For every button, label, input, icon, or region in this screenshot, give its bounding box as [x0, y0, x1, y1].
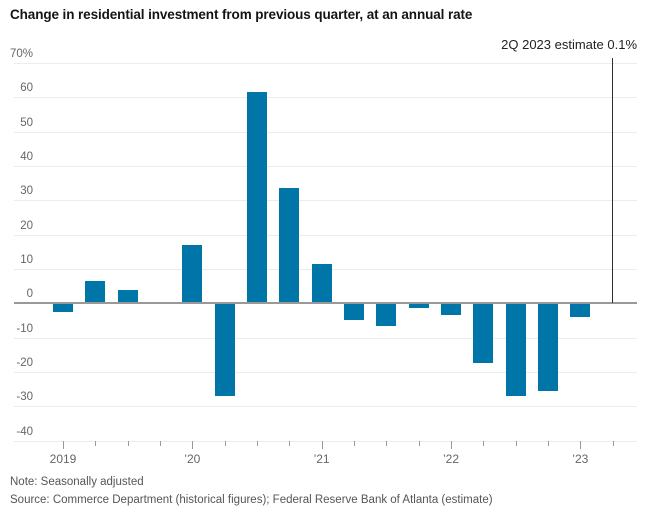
gridline — [14, 337, 637, 339]
bar — [247, 92, 267, 304]
bar — [344, 303, 364, 321]
x-axis-tick — [192, 441, 194, 449]
bar — [441, 303, 461, 316]
bar — [473, 303, 494, 364]
bar — [214, 303, 235, 397]
x-axis-tick — [160, 441, 161, 446]
gridline — [14, 97, 637, 99]
estimate-marker-line — [611, 58, 614, 304]
x-year-label: 2019 — [49, 452, 77, 466]
x-year-label: ’20 — [184, 452, 201, 466]
bar — [408, 303, 429, 309]
gridline — [14, 372, 637, 373]
gridline — [14, 62, 637, 64]
x-axis-tick — [515, 441, 517, 446]
bar — [182, 244, 203, 304]
x-axis-tick — [418, 441, 420, 446]
y-axis-label: 70% — [9, 47, 33, 60]
y-axis-label: -40 — [16, 425, 33, 438]
bar — [570, 303, 591, 317]
x-axis-tick — [483, 441, 485, 446]
y-axis-label: 0 — [26, 288, 33, 301]
y-axis-label: -20 — [16, 357, 33, 369]
y-axis-label: -30 — [16, 391, 33, 404]
x-axis-tick — [612, 441, 614, 446]
x-axis-tick — [63, 441, 64, 449]
bar — [311, 263, 332, 304]
y-axis-label: 50 — [20, 116, 33, 129]
x-axis-tick — [451, 441, 452, 449]
x-year-label: ’23 — [572, 452, 589, 466]
gridline — [14, 165, 637, 167]
y-axis-label: 60 — [20, 82, 33, 95]
y-axis-label: 20 — [20, 219, 33, 232]
y-axis-label: 40 — [20, 150, 33, 163]
x-axis-tick — [289, 441, 291, 446]
x-axis-tick — [257, 441, 258, 446]
bar — [279, 188, 300, 304]
x-year-label: ’21 — [313, 452, 330, 466]
y-axis-label: 10 — [20, 253, 33, 266]
x-axis-tick — [548, 441, 549, 446]
x-axis-tick — [386, 441, 388, 446]
y-axis-label: 30 — [20, 185, 33, 198]
x-axis-tick — [95, 441, 97, 446]
x-axis-tick — [224, 441, 226, 446]
gridline — [14, 234, 637, 236]
estimate-annotation-label: 2Q 2023 estimate 0.1% — [501, 37, 637, 52]
gridline — [14, 131, 637, 133]
x-axis-tick — [321, 441, 323, 449]
x-year-label: ’22 — [442, 452, 459, 466]
bar — [376, 303, 397, 326]
x-axis-tick — [127, 441, 129, 446]
y-axis-label: -10 — [16, 322, 33, 335]
bar — [53, 303, 73, 312]
bar — [117, 289, 138, 304]
chart-note: Note: Seasonally adjusted — [10, 476, 144, 488]
bar — [538, 303, 558, 391]
x-axis-tick — [354, 441, 355, 446]
gridline — [14, 440, 637, 442]
bar — [505, 303, 526, 397]
x-axis-tick — [580, 441, 582, 449]
gridline — [14, 200, 637, 202]
zero-line — [14, 302, 637, 305]
gridline — [14, 406, 637, 408]
bar — [85, 281, 106, 304]
chart-title: Change in residential investment from pr… — [10, 7, 473, 22]
chart-source: Source: Commerce Department (historical … — [10, 494, 493, 506]
